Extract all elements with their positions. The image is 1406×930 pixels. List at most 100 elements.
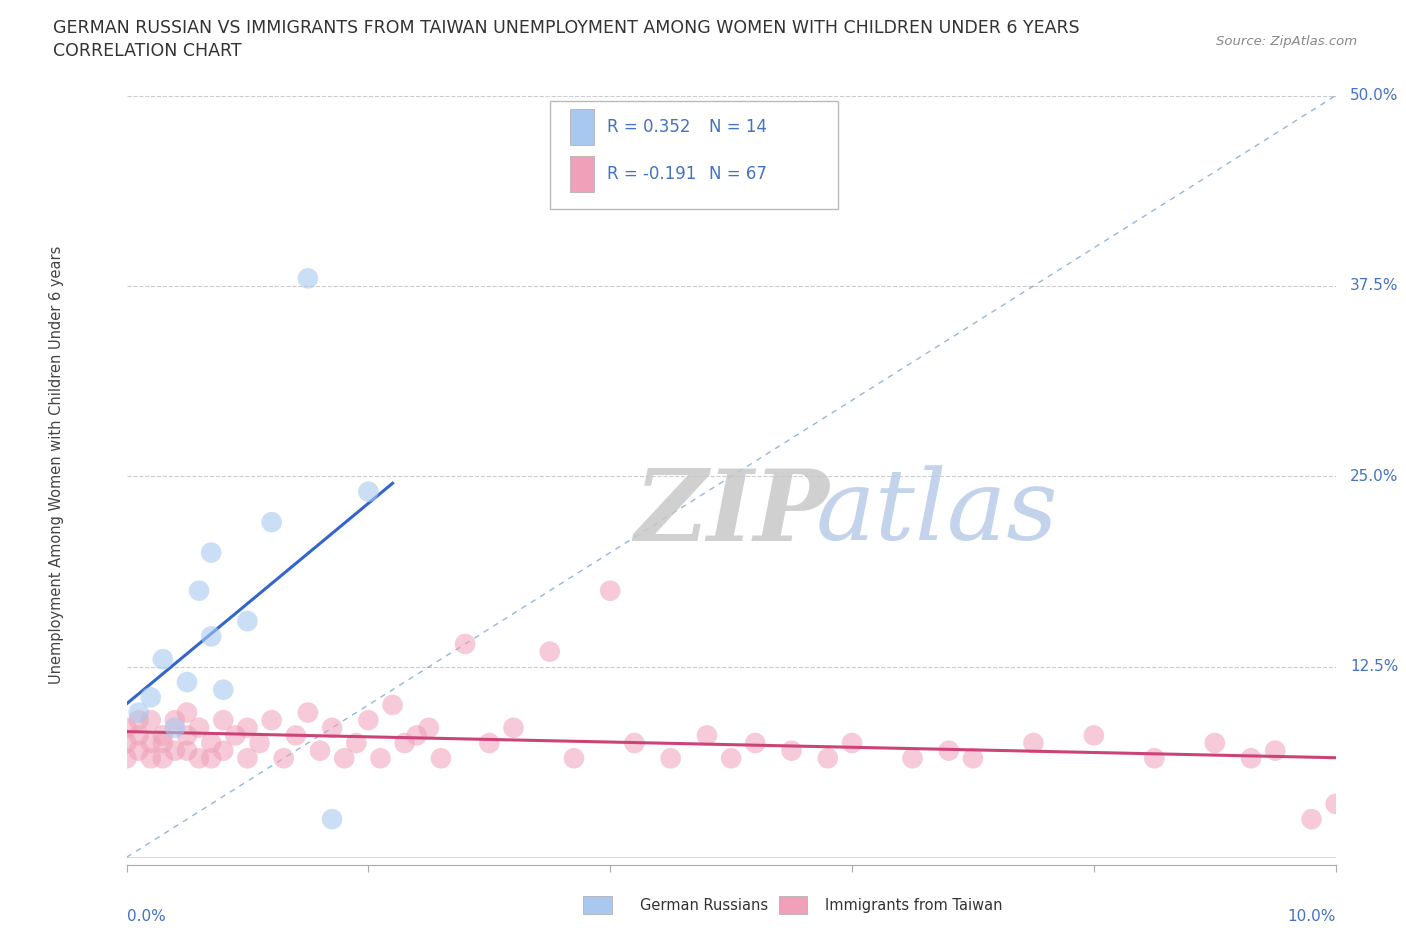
Point bbox=[357, 712, 380, 727]
Point bbox=[1324, 796, 1347, 811]
Point bbox=[381, 698, 404, 712]
Point bbox=[1301, 812, 1323, 827]
Point bbox=[212, 683, 235, 698]
Point bbox=[200, 629, 222, 644]
Point bbox=[284, 728, 307, 743]
Point bbox=[188, 751, 211, 765]
Point bbox=[115, 751, 138, 765]
Point bbox=[176, 743, 198, 758]
Text: Immigrants from Taiwan: Immigrants from Taiwan bbox=[825, 898, 1002, 913]
Point bbox=[720, 751, 742, 765]
Point bbox=[696, 728, 718, 743]
Point bbox=[139, 712, 162, 727]
Point bbox=[273, 751, 295, 765]
Point bbox=[454, 636, 477, 651]
Point bbox=[817, 751, 839, 765]
Text: 50.0%: 50.0% bbox=[1350, 88, 1399, 103]
Point bbox=[176, 674, 198, 689]
Point bbox=[1240, 751, 1263, 765]
Point bbox=[562, 751, 585, 765]
Text: CORRELATION CHART: CORRELATION CHART bbox=[53, 42, 242, 60]
Point bbox=[224, 728, 246, 743]
Text: Source: ZipAtlas.com: Source: ZipAtlas.com bbox=[1216, 35, 1357, 48]
Point bbox=[200, 545, 222, 560]
Point bbox=[200, 736, 222, 751]
Point bbox=[163, 721, 186, 736]
Text: 37.5%: 37.5% bbox=[1350, 278, 1399, 294]
Text: Unemployment Among Women with Children Under 6 years: Unemployment Among Women with Children U… bbox=[49, 246, 63, 684]
Point bbox=[744, 736, 766, 751]
Point bbox=[333, 751, 356, 765]
Point bbox=[1143, 751, 1166, 765]
Point bbox=[128, 743, 150, 758]
Point bbox=[152, 652, 174, 667]
Text: GERMAN RUSSIAN VS IMMIGRANTS FROM TAIWAN UNEMPLOYMENT AMONG WOMEN WITH CHILDREN : GERMAN RUSSIAN VS IMMIGRANTS FROM TAIWAN… bbox=[53, 19, 1080, 36]
Point bbox=[370, 751, 392, 765]
Point bbox=[152, 728, 174, 743]
Bar bbox=[779, 896, 807, 914]
Point bbox=[297, 271, 319, 286]
Point bbox=[236, 721, 259, 736]
Text: 10.0%: 10.0% bbox=[1288, 909, 1336, 923]
Point bbox=[538, 644, 561, 659]
Point bbox=[321, 721, 343, 736]
Point bbox=[176, 728, 198, 743]
Text: 0.0%: 0.0% bbox=[127, 909, 166, 923]
Text: R = 0.352: R = 0.352 bbox=[606, 118, 690, 136]
Point bbox=[115, 721, 138, 736]
Point bbox=[297, 705, 319, 720]
Point bbox=[236, 751, 259, 765]
Point bbox=[212, 743, 235, 758]
Point bbox=[200, 751, 222, 765]
Point bbox=[163, 712, 186, 727]
Point bbox=[962, 751, 984, 765]
Point bbox=[139, 736, 162, 751]
Bar bbox=[571, 109, 595, 145]
Point bbox=[128, 712, 150, 727]
Text: N = 67: N = 67 bbox=[710, 165, 768, 183]
Point bbox=[901, 751, 924, 765]
Point bbox=[599, 583, 621, 598]
Point bbox=[163, 743, 186, 758]
Point bbox=[1022, 736, 1045, 751]
Point bbox=[128, 705, 150, 720]
Point bbox=[938, 743, 960, 758]
Point bbox=[344, 736, 367, 751]
Point bbox=[357, 485, 380, 499]
Point bbox=[139, 751, 162, 765]
Point bbox=[260, 514, 283, 529]
Point bbox=[236, 614, 259, 629]
Point bbox=[659, 751, 682, 765]
Point bbox=[212, 712, 235, 727]
Point bbox=[249, 736, 271, 751]
Point bbox=[152, 736, 174, 751]
Text: R = -0.191: R = -0.191 bbox=[606, 165, 696, 183]
Point bbox=[115, 736, 138, 751]
Text: 25.0%: 25.0% bbox=[1350, 469, 1399, 484]
Point bbox=[139, 690, 162, 705]
Point bbox=[430, 751, 453, 765]
Point bbox=[152, 751, 174, 765]
Text: German Russians: German Russians bbox=[640, 898, 768, 913]
Point bbox=[176, 705, 198, 720]
Point bbox=[394, 736, 416, 751]
Bar bbox=[583, 896, 612, 914]
Point bbox=[1083, 728, 1105, 743]
FancyBboxPatch shape bbox=[550, 101, 838, 209]
Point bbox=[1204, 736, 1226, 751]
Point bbox=[128, 728, 150, 743]
Text: atlas: atlas bbox=[815, 465, 1059, 561]
Point bbox=[841, 736, 863, 751]
Point bbox=[418, 721, 440, 736]
Point bbox=[188, 583, 211, 598]
Point bbox=[321, 812, 343, 827]
Point bbox=[405, 728, 427, 743]
Point bbox=[502, 721, 524, 736]
Point bbox=[188, 721, 211, 736]
Text: N = 14: N = 14 bbox=[710, 118, 768, 136]
Text: 12.5%: 12.5% bbox=[1350, 659, 1399, 674]
Point bbox=[309, 743, 332, 758]
Point bbox=[1264, 743, 1286, 758]
Point bbox=[478, 736, 501, 751]
Point bbox=[780, 743, 803, 758]
